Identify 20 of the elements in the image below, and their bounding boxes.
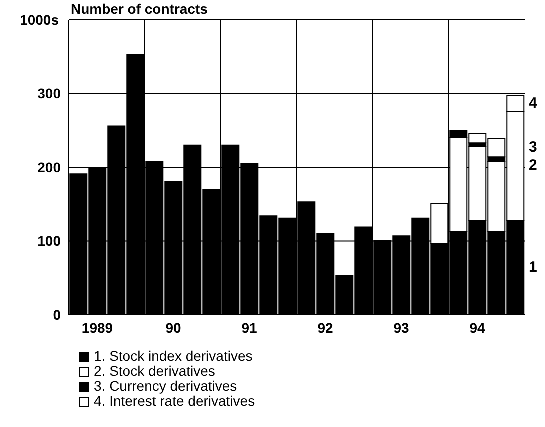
legend-label: 1. Stock index derivatives xyxy=(94,348,253,364)
y-axis-title: 1000s xyxy=(19,12,59,28)
x-tick-label: 92 xyxy=(318,320,334,336)
x-tick-label: 90 xyxy=(166,320,182,336)
text: 4 xyxy=(529,94,538,113)
chart-title: Number of contracts xyxy=(71,1,208,17)
legend-label: 4. Interest rate derivatives xyxy=(94,393,256,409)
text: 2 xyxy=(529,157,538,176)
y-tick-label: 100 xyxy=(38,233,62,250)
y-tick-label: 0 xyxy=(53,306,62,323)
x-tick-label: 1989 xyxy=(82,320,114,336)
y-tick-label: 200 xyxy=(38,159,62,176)
text: 1 xyxy=(529,258,538,277)
text: 3 xyxy=(529,139,538,158)
x-tick-label: 94 xyxy=(470,320,486,336)
x-tick-label: 91 xyxy=(242,320,258,336)
x-tick-label: 93 xyxy=(394,320,410,336)
y-tick-label: 300 xyxy=(38,86,62,102)
legend-label: 2. Stock derivatives xyxy=(94,363,216,379)
legend-label: 3. Currency derivatives xyxy=(94,378,238,394)
